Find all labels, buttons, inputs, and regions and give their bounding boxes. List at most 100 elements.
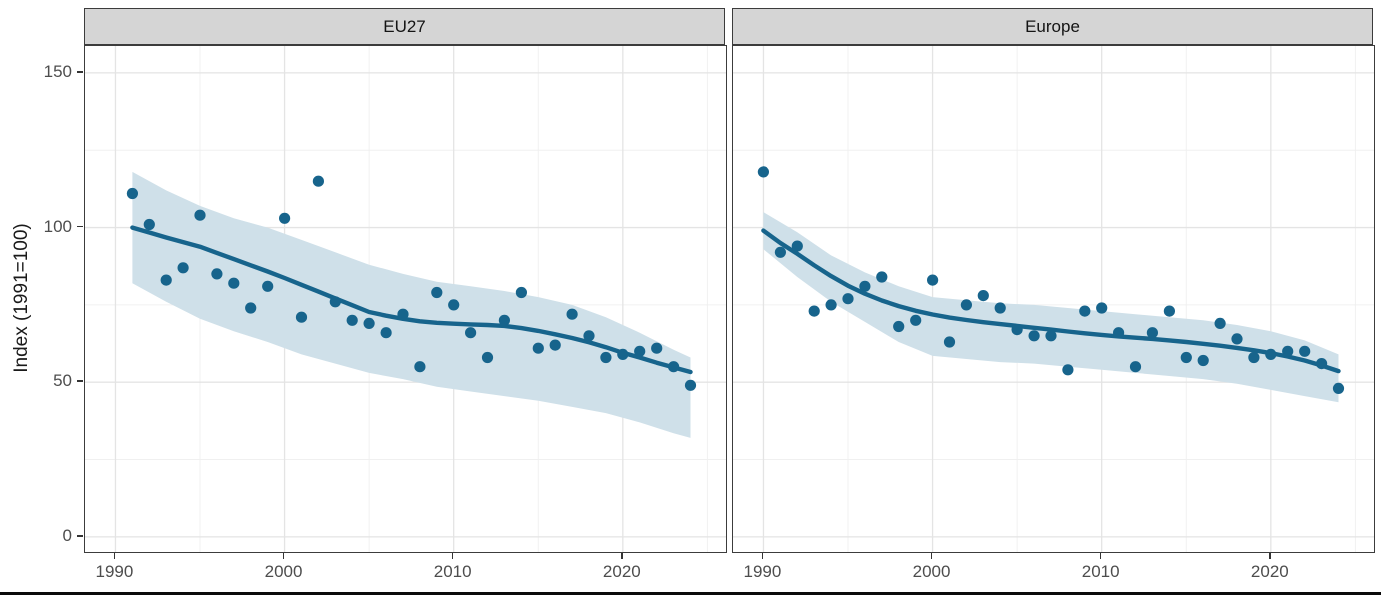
data-point bbox=[1028, 330, 1040, 342]
data-point bbox=[1214, 317, 1226, 329]
y-tick-label: 50 bbox=[53, 371, 72, 391]
data-point bbox=[1011, 324, 1023, 336]
data-point bbox=[977, 290, 989, 302]
x-tick-mark bbox=[1099, 552, 1102, 559]
data-point bbox=[245, 302, 257, 314]
data-point bbox=[1180, 351, 1192, 364]
data-point bbox=[927, 274, 939, 286]
data-point bbox=[397, 308, 409, 320]
data-point bbox=[279, 212, 291, 224]
data-point bbox=[1062, 364, 1074, 376]
x-tick-mark bbox=[761, 552, 764, 559]
data-point bbox=[515, 286, 527, 299]
x-tick-mark bbox=[282, 552, 285, 559]
x-tick-label: 1990 bbox=[95, 562, 134, 581]
data-point bbox=[1282, 345, 1294, 357]
panel-europe: Europe bbox=[732, 8, 1375, 553]
smooth-line bbox=[761, 228, 1341, 374]
data-point bbox=[757, 166, 769, 178]
data-point bbox=[1163, 305, 1175, 317]
data-point bbox=[943, 336, 956, 348]
y-tick-label: 150 bbox=[43, 61, 72, 81]
data-point bbox=[262, 280, 274, 292]
data-point bbox=[774, 246, 786, 258]
data-point bbox=[431, 286, 443, 299]
data-point bbox=[228, 277, 240, 289]
data-point bbox=[1265, 348, 1277, 360]
data-point bbox=[194, 209, 206, 221]
y-tick-mark bbox=[77, 535, 83, 537]
data-point bbox=[481, 351, 494, 364]
plot-area-eu27 bbox=[84, 45, 727, 553]
panel-strip-eu27: EU27 bbox=[84, 8, 725, 45]
data-point bbox=[177, 262, 189, 274]
data-point bbox=[1146, 327, 1158, 339]
data-point bbox=[549, 339, 561, 351]
x-tick-label: 1990 bbox=[743, 562, 782, 581]
x-tick-mark bbox=[930, 552, 933, 559]
data-point bbox=[532, 342, 544, 354]
panel-eu27: EU27 bbox=[84, 8, 727, 553]
data-point bbox=[363, 317, 375, 329]
data-point bbox=[808, 305, 820, 317]
x-tick-label: 2000 bbox=[264, 562, 303, 581]
data-point bbox=[465, 327, 477, 339]
data-point bbox=[876, 271, 888, 283]
y-axis-title: Index (1991=100) bbox=[11, 223, 32, 373]
data-point bbox=[566, 308, 578, 320]
data-point bbox=[668, 361, 680, 373]
plot-area-europe bbox=[732, 45, 1375, 553]
data-point bbox=[312, 175, 324, 187]
data-point bbox=[414, 361, 426, 373]
data-point bbox=[1045, 330, 1057, 342]
data-point bbox=[1079, 305, 1091, 317]
data-point bbox=[329, 296, 341, 308]
y-tick-mark bbox=[77, 71, 83, 73]
x-tick-mark bbox=[451, 552, 454, 559]
data-point bbox=[583, 330, 595, 342]
x-tick-label: 2000 bbox=[912, 562, 951, 581]
data-point bbox=[295, 311, 308, 323]
data-point bbox=[910, 314, 922, 326]
data-point bbox=[126, 187, 138, 200]
data-point bbox=[960, 299, 972, 311]
confidence-band bbox=[763, 212, 1339, 403]
data-point bbox=[825, 299, 837, 311]
data-point bbox=[380, 327, 392, 339]
x-tick-mark bbox=[621, 552, 623, 559]
data-point bbox=[893, 320, 905, 333]
data-point bbox=[617, 348, 629, 360]
x-tick-label: 2010 bbox=[1081, 562, 1120, 581]
x-tick-mark bbox=[1269, 552, 1271, 559]
x-tick-label: 2010 bbox=[433, 562, 472, 581]
smooth-line bbox=[130, 225, 693, 375]
panel-strip-europe: Europe bbox=[732, 8, 1373, 45]
data-point bbox=[600, 351, 612, 364]
data-point bbox=[651, 342, 663, 354]
x-tick-label: 2020 bbox=[1250, 562, 1289, 581]
data-point bbox=[448, 299, 460, 311]
data-point bbox=[1299, 345, 1311, 357]
x-tick-label: 2020 bbox=[602, 562, 641, 581]
confidence-band bbox=[132, 171, 691, 438]
data-point bbox=[1248, 351, 1260, 364]
data-point bbox=[498, 314, 510, 326]
y-tick-label: 0 bbox=[62, 525, 72, 545]
y-tick-mark bbox=[77, 380, 83, 382]
data-point bbox=[143, 218, 155, 231]
data-point bbox=[791, 240, 803, 252]
y-tick-mark bbox=[77, 225, 83, 228]
data-point bbox=[994, 302, 1006, 314]
data-point bbox=[634, 345, 646, 357]
data-point bbox=[859, 280, 871, 292]
y-tick-label: 100 bbox=[43, 216, 72, 236]
data-point bbox=[346, 314, 358, 326]
data-point bbox=[1129, 361, 1142, 373]
data-point bbox=[684, 379, 697, 391]
data-point bbox=[1316, 358, 1328, 370]
data-point bbox=[1113, 327, 1125, 339]
x-tick-mark bbox=[113, 552, 116, 559]
data-point bbox=[1197, 354, 1209, 367]
data-point bbox=[1231, 333, 1243, 345]
